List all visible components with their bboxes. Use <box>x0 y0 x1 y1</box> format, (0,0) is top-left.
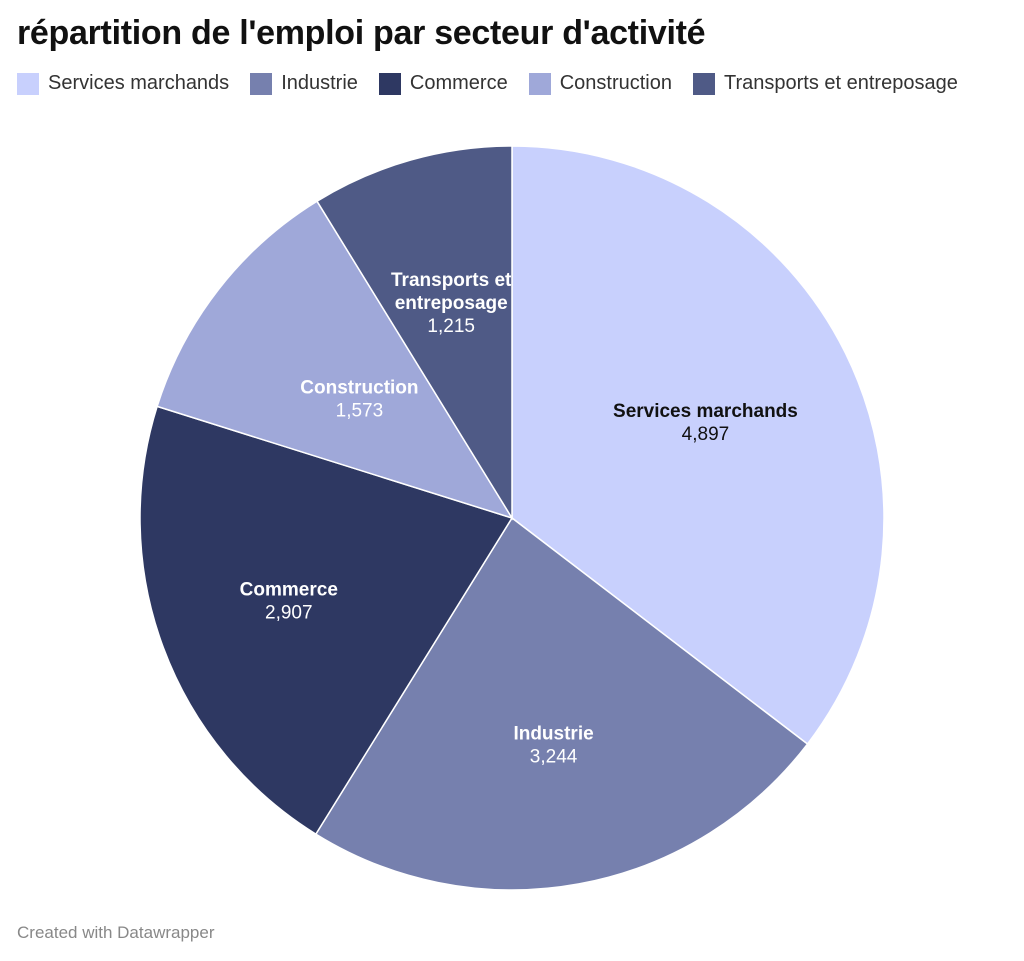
legend-label: Services marchands <box>48 72 230 94</box>
legend-swatch <box>528 72 551 95</box>
slice-label-name: Transports et <box>391 270 512 291</box>
slice-label-name: Services marchands <box>613 401 798 422</box>
legend-label: Transports et entreposage <box>723 72 958 94</box>
pie-slices <box>139 145 885 891</box>
legend-swatch <box>692 72 715 95</box>
legend-item-industrie: Industrie <box>250 72 358 95</box>
slice-label-value: 1,215 <box>427 316 475 337</box>
slice-label-value: 2,907 <box>265 602 313 623</box>
legend-label: Industrie <box>281 72 358 94</box>
slice-label-name: Construction <box>300 378 418 399</box>
pie-slice-services-marchands <box>511 145 885 746</box>
slice-label-value: 4,897 <box>682 424 730 445</box>
legend-item-construction: Construction <box>528 72 672 95</box>
pie-slice-industrie <box>314 516 809 891</box>
slice-label-value: 1,573 <box>336 401 384 422</box>
chart-title: répartition de l'emploi par secteur d'ac… <box>17 14 706 52</box>
slice-label-name: entreposage <box>395 293 508 314</box>
slice-label-value: 3,244 <box>530 746 578 767</box>
slice-label-name: Commerce <box>240 579 338 600</box>
footer-credit: Created with Datawrapper <box>17 923 215 942</box>
pie-slice-construction <box>156 200 514 520</box>
legend-item-services-marchands: Services marchands <box>17 72 229 95</box>
legend-label: Commerce <box>409 72 508 94</box>
pie-slice-transports-et-entreposage <box>315 145 513 521</box>
legend-swatch <box>250 72 273 95</box>
legend-swatch <box>378 72 401 95</box>
slice-label-name: Industrie <box>513 723 593 744</box>
legend-item-commerce: Commerce <box>378 72 508 95</box>
pie-slice-commerce <box>139 405 514 836</box>
legend-label: Construction <box>559 72 672 94</box>
legend-item-transports-et-entreposage: Transports et entreposage <box>692 72 958 95</box>
chart-legend: Services marchands Industrie Commerce Co… <box>17 72 958 95</box>
legend-swatch <box>17 72 39 95</box>
